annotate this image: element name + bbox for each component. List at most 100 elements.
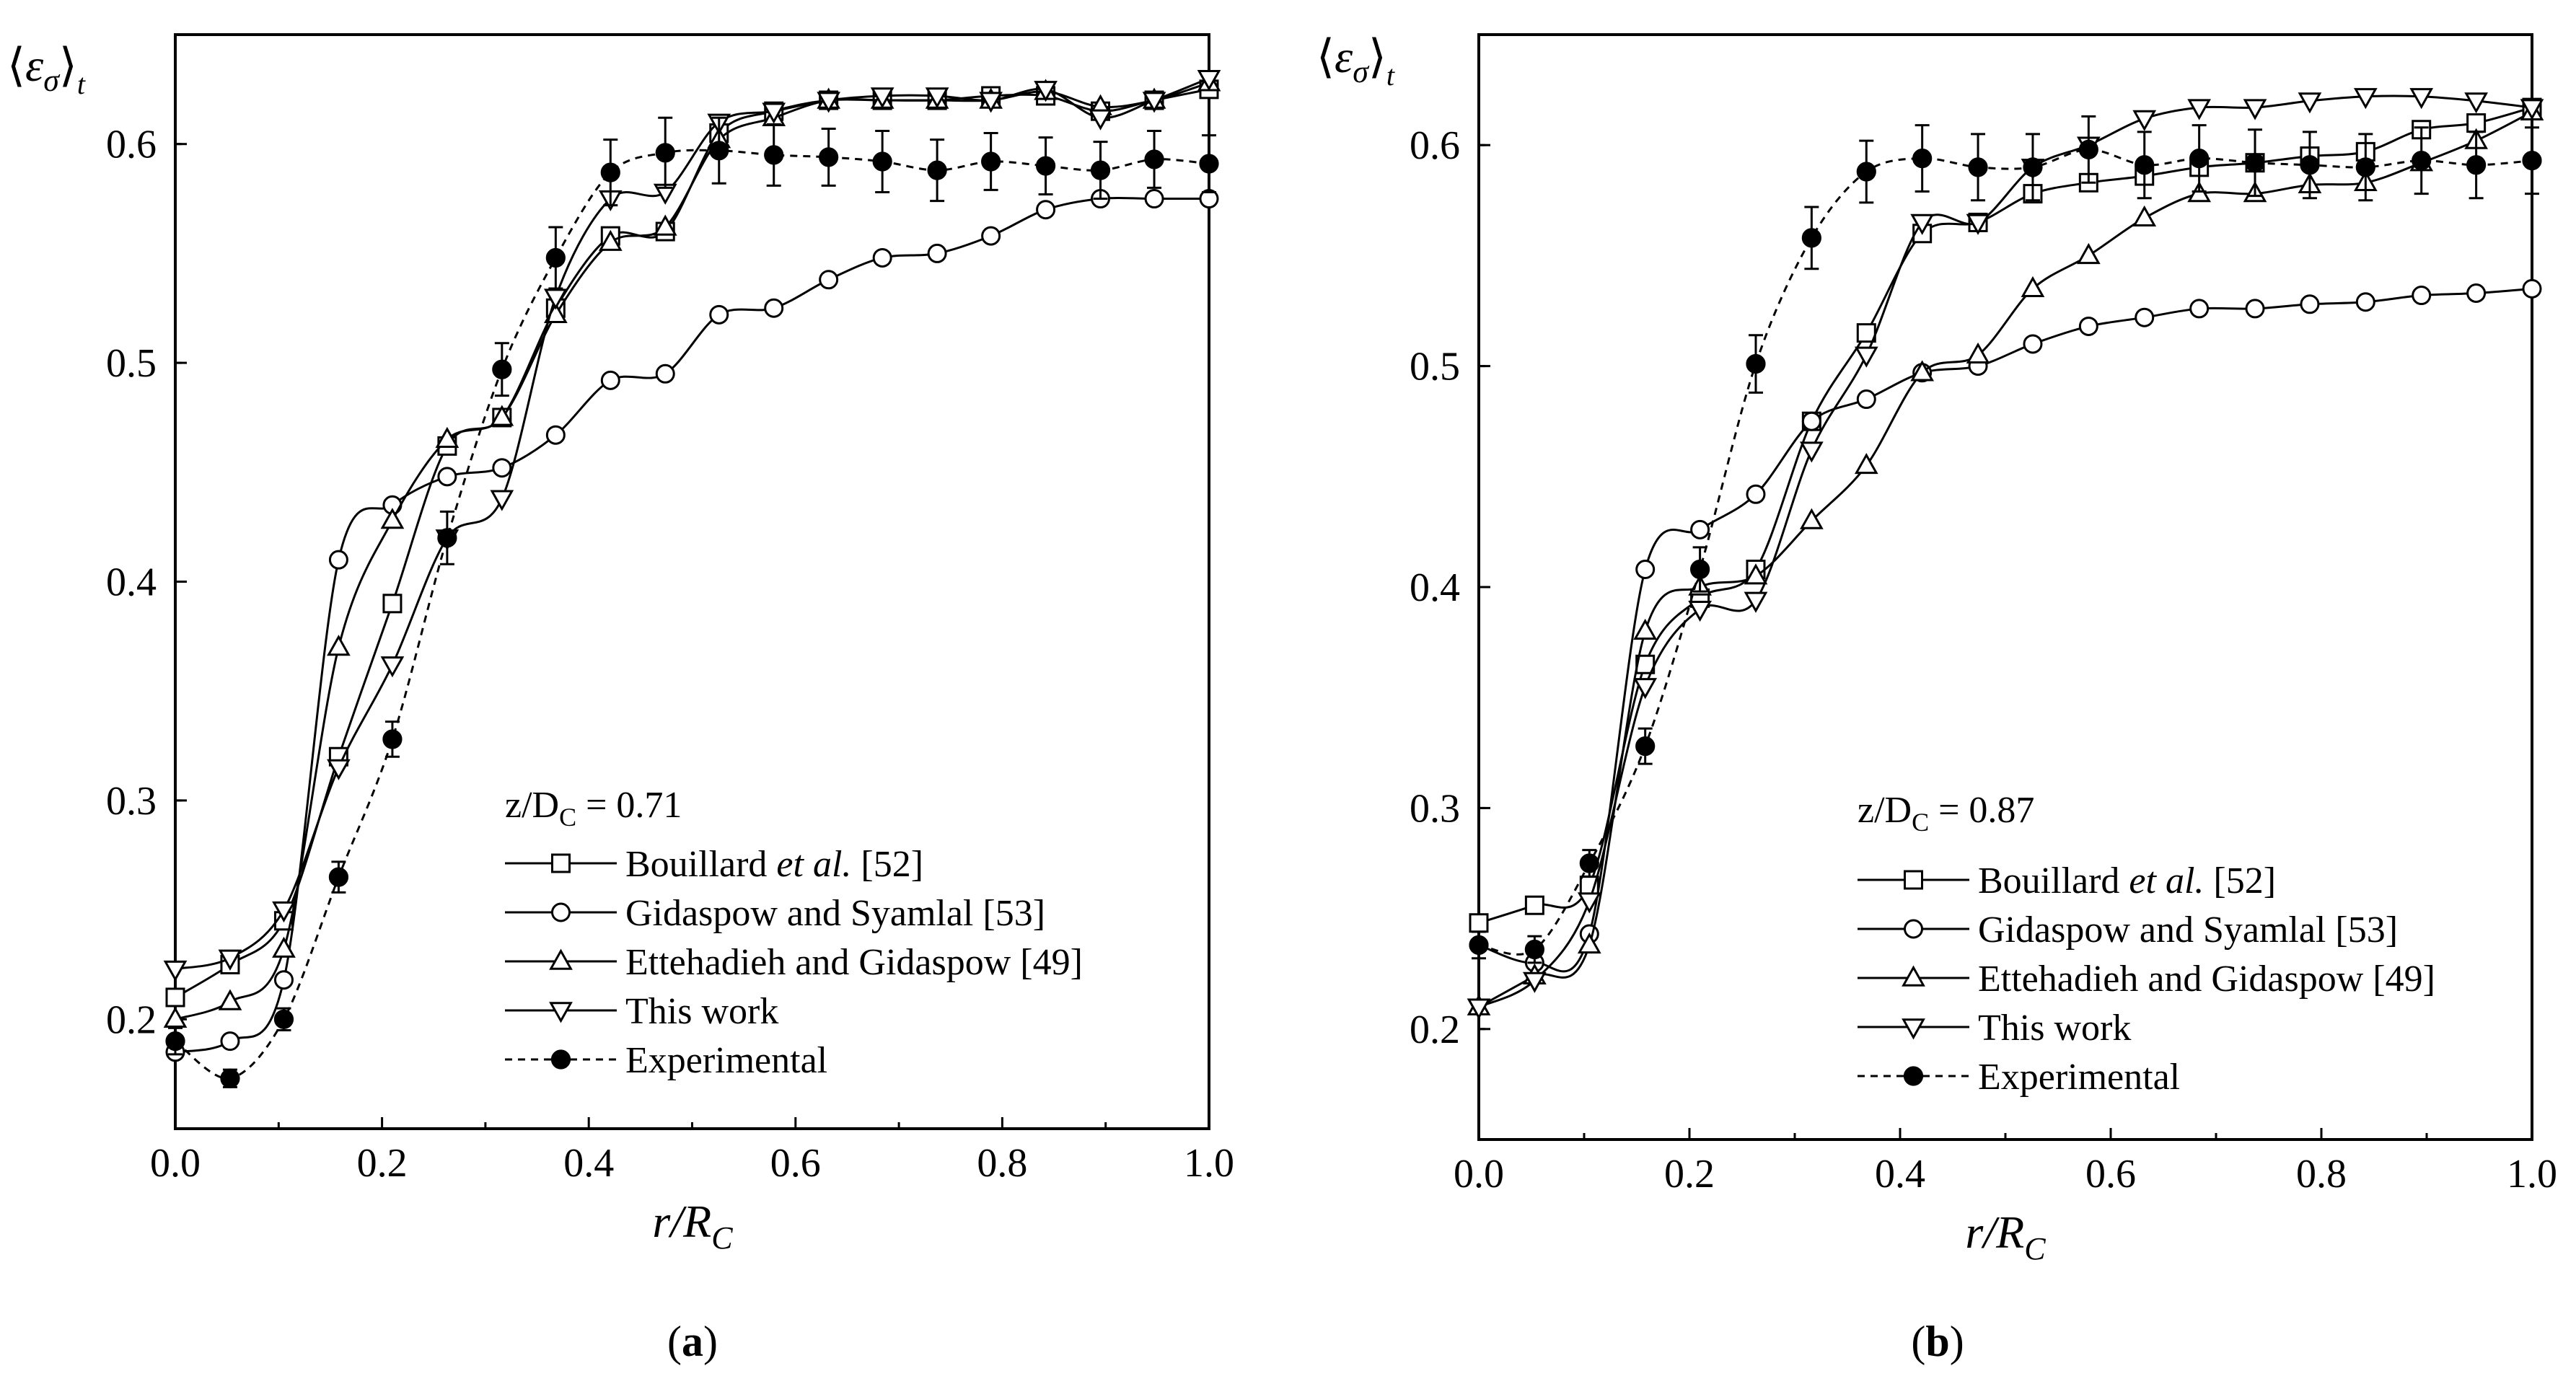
marker-s4-p5: [1746, 353, 1766, 374]
y-axis-label-part-2: σ: [43, 63, 61, 98]
marker-s4-p11: [764, 145, 784, 165]
marker-s1-p12: [2135, 307, 2155, 327]
y-tick-label: 0.5: [1410, 345, 1460, 389]
marker-s4-p10: [2023, 157, 2043, 177]
x-axis-label-sub: C: [2024, 1231, 2046, 1266]
marker-s4-p5: [437, 528, 457, 548]
marker-s3-p15: [2298, 92, 2322, 114]
marker-s1-p16: [2355, 292, 2375, 312]
series-3: [1467, 88, 2544, 1020]
annotation-zdc: z/DC = 0.71: [505, 785, 682, 832]
marker-s3-p11: [762, 102, 786, 124]
legend-label-main: Bouillard: [625, 844, 776, 885]
marker-s4-p0: [165, 1031, 185, 1052]
marker-s1-p14: [2245, 299, 2265, 319]
legend-entry-2: Ettehadieh and Gidaspow [49]: [505, 942, 1083, 983]
x-axis-label: r/RC: [652, 1196, 733, 1256]
marker-s2-p2: [272, 936, 296, 958]
marker-s4-p19: [2522, 151, 2542, 171]
marker-s4-p18: [2466, 155, 2487, 175]
series-line-4: [1478, 148, 2533, 956]
marker-s2-p0: [163, 1006, 188, 1028]
marker-s3-p2: [272, 901, 296, 923]
legend-entry-1: Gidaspow and Syamlal [53]: [1858, 909, 2398, 951]
marker-s3-p17: [1089, 109, 1112, 131]
marker-s2-plegend: [1902, 965, 1925, 987]
marker-s3-p14: [2243, 99, 2267, 120]
panel-caption: (b): [1911, 1318, 1964, 1365]
marker-s4-p12: [2135, 155, 2155, 175]
marker-s1-p7: [1856, 389, 1876, 410]
legend-label-italic: et al.: [2129, 860, 2204, 902]
marker-s3-p5: [1744, 591, 1768, 613]
marker-s3-plegend: [549, 1002, 573, 1023]
marker-s2-p3: [327, 635, 351, 656]
x-tick-label: 0.6: [2085, 1152, 2136, 1196]
marker-s1-p10: [709, 304, 729, 325]
y-tick-label: 0.3: [1410, 786, 1460, 831]
legend-entry-0: Bouillard et al. [52]: [505, 844, 923, 885]
y-axis-label-part-3: ⟩: [1368, 31, 1386, 82]
marker-s3-p3: [327, 759, 351, 780]
marker-s2-p6: [490, 405, 514, 426]
legend-label: Gidaspow and Syamlal [53]: [625, 893, 1045, 934]
marker-s0-p0: [165, 987, 185, 1008]
marker-s3-p17: [2409, 88, 2434, 110]
marker-s4-p17: [2412, 151, 2432, 171]
marker-s3-p8: [1910, 213, 1935, 235]
marker-s3-p12: [2132, 110, 2157, 131]
marker-s1-p14: [927, 243, 947, 263]
marker-s1-p5: [1746, 484, 1766, 504]
marker-s2-p11: [2076, 242, 2101, 265]
y-tick-label: 0.6: [106, 123, 157, 167]
legend-entry-3: This work: [1858, 1008, 2131, 1049]
marker-s3-p3: [1633, 678, 1658, 700]
marker-s4-p6: [1801, 228, 1821, 248]
marker-s4-p16: [1035, 156, 1056, 176]
marker-s3-p9: [1966, 213, 1990, 235]
marker-s4-p13: [872, 151, 892, 172]
y-axis-label: ⟨εσ⟩t: [7, 40, 86, 100]
marker-s2-plegend: [549, 948, 573, 970]
marker-s3-p2: [1577, 892, 1601, 914]
marker-s3-p15: [979, 92, 1003, 113]
series-line-2: [1478, 110, 2533, 1008]
marker-s1-p18: [2466, 283, 2487, 303]
marker-s2-p10: [2021, 276, 2045, 298]
marker-s0-p1: [1524, 895, 1544, 915]
marker-s4-plegend: [550, 1049, 571, 1070]
marker-s1-p1: [220, 1031, 240, 1052]
marker-s1-p2: [273, 970, 294, 990]
marker-s4-p14: [2245, 153, 2265, 173]
legend-label: Bouillard et al. [52]: [625, 844, 923, 885]
legend-label-ref: [52]: [2204, 860, 2276, 902]
x-tick-label: 0.4: [1875, 1152, 1925, 1196]
marker-s3-p16: [1034, 81, 1058, 102]
x-tick-label: 0.2: [357, 1141, 408, 1186]
marker-s1-p18: [1144, 189, 1164, 209]
series-4: [165, 116, 1219, 1088]
annotation-value: = 0.87: [1929, 790, 2034, 831]
marker-s4-p13: [2189, 148, 2210, 169]
legend-label: Ettehadieh and Gidaspow [49]: [1978, 958, 2435, 1000]
series-4: [1469, 115, 2542, 964]
legend-entry-1: Gidaspow and Syamlal [53]: [505, 893, 1045, 934]
marker-s3-p7: [543, 288, 568, 310]
legend-entry-0: Bouillard et al. [52]: [1858, 860, 2276, 902]
caption-paren: (: [1911, 1318, 1925, 1365]
marker-s4-p1: [220, 1068, 240, 1088]
legend-label-ref: [52]: [851, 844, 923, 885]
caption-letter: a: [682, 1318, 703, 1365]
y-tick-label: 0.4: [106, 560, 157, 605]
y-tick-label: 0.4: [1410, 565, 1460, 610]
series-line-1: [175, 196, 1209, 1054]
marker-s3-p12: [817, 92, 841, 113]
marker-s1-p11: [764, 298, 784, 318]
marker-s1-p19: [2522, 278, 2542, 299]
x-axis-label: r/RC: [1965, 1207, 2046, 1266]
marker-s4-p11: [2078, 139, 2098, 159]
x-tick-label: 0.6: [770, 1141, 821, 1186]
marker-s4-p2: [273, 1009, 294, 1029]
y-axis-label-part-4: t: [77, 68, 86, 100]
marker-s2-p7: [1854, 453, 1878, 475]
